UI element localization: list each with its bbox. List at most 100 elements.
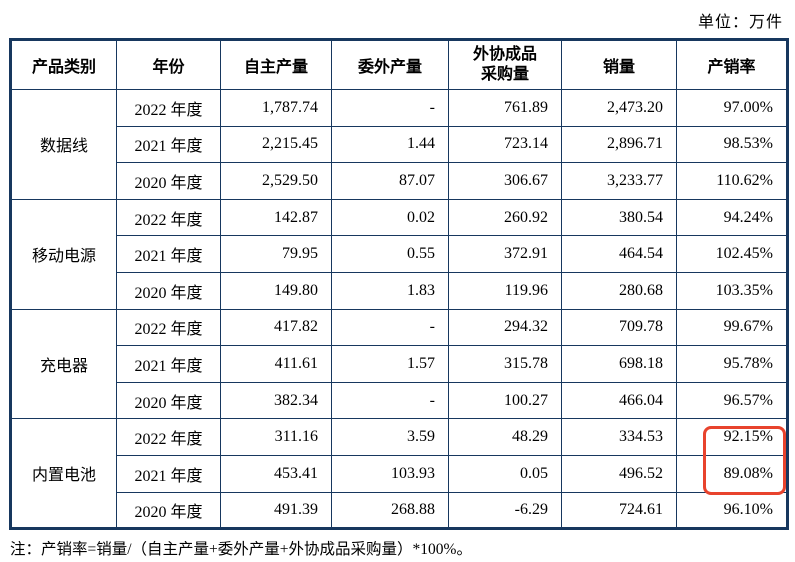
outsourced-purchase-cell: 372.91 <box>448 235 562 273</box>
category-cell: 移动电源 <box>10 198 117 310</box>
outsourced-production-cell: - <box>331 89 449 127</box>
footnote: 注：产销率=销量/（自主产量+委外产量+外协成品采购量）*100%。 <box>10 541 472 558</box>
outsourced-production-cell: 103.93 <box>331 454 449 493</box>
outsourced-purchase-cell: 761.89 <box>448 89 562 127</box>
self-production-cell: 1,787.74 <box>220 89 332 127</box>
outsourced-production-cell: 268.88 <box>331 491 449 530</box>
table-row: 2020 年度 2,529.50 87.07 306.67 3,233.77 1… <box>11 162 788 200</box>
year-cell: 2022 年度 <box>116 418 221 456</box>
year-cell: 2022 年度 <box>116 89 221 127</box>
outsourced-purchase-cell: 100.27 <box>448 381 562 420</box>
table-row: 数据线 2022 年度 1,787.74 - 761.89 2,473.20 9… <box>10 89 788 200</box>
year-cell: 2022 年度 <box>116 308 221 347</box>
ratio-cell: 94.24% <box>676 198 788 237</box>
outsourced-production-cell: 0.55 <box>331 235 449 273</box>
category-cell: 数据线 <box>10 89 117 200</box>
sales-cell: 466.04 <box>561 381 677 420</box>
unit-label: 单位：万件 <box>697 14 783 31</box>
table-row: 2021 年度 411.61 1.57 315.78 698.18 95.78% <box>11 345 788 383</box>
header-self-production: 自主产量 <box>220 39 332 90</box>
ratio-cell-highlighted: 89.08% <box>676 454 788 493</box>
self-production-cell: 142.87 <box>220 198 332 237</box>
outsourced-purchase-cell: 306.67 <box>448 162 562 200</box>
ratio-cell-highlighted: 92.15% <box>676 418 788 456</box>
category-cell: 充电器 <box>10 308 117 420</box>
self-production-cell: 149.80 <box>220 271 332 310</box>
outsourced-production-cell: 87.07 <box>331 162 449 200</box>
outsourced-purchase-cell: 294.32 <box>448 308 562 347</box>
outsourced-purchase-cell: 723.14 <box>448 125 562 164</box>
year-cell: 2020 年度 <box>116 381 221 420</box>
year-cell: 2021 年度 <box>116 125 221 164</box>
year-cell: 2020 年度 <box>116 162 221 200</box>
outsourced-purchase-cell: 119.96 <box>448 271 562 310</box>
self-production-cell: 79.95 <box>220 235 332 273</box>
header-product-category: 产品类别 <box>10 39 117 90</box>
table-row: 2021 年度 453.41 103.93 0.05 496.52 89.08% <box>11 454 788 493</box>
outsourced-production-cell: 1.44 <box>331 125 449 164</box>
table-row: 2021 年度 2,215.45 1.44 723.14 2,896.71 98… <box>11 125 788 164</box>
production-sales-table-wrap: 产品类别 年份 自主产量 委外产量 外协成品 采购量 销量 产销率 数据线 20… <box>9 38 789 531</box>
category-cell: 内置电池 <box>10 418 117 530</box>
table-row: 2020 年度 149.80 1.83 119.96 280.68 103.35… <box>11 271 788 310</box>
ratio-cell: 98.53% <box>676 125 788 164</box>
production-sales-table: 产品类别 年份 自主产量 委外产量 外协成品 采购量 销量 产销率 数据线 20… <box>9 38 789 531</box>
outsourced-production-cell: 3.59 <box>331 418 449 456</box>
year-cell: 2021 年度 <box>116 235 221 273</box>
header-year: 年份 <box>116 39 221 90</box>
header-ratio: 产销率 <box>676 39 788 90</box>
outsourced-purchase-cell: -6.29 <box>448 491 562 530</box>
self-production-cell: 491.39 <box>220 491 332 530</box>
header-outsourced-production: 委外产量 <box>331 39 449 90</box>
ratio-cell: 95.78% <box>676 345 788 383</box>
year-cell: 2021 年度 <box>116 345 221 383</box>
year-cell: 2022 年度 <box>116 198 221 237</box>
sales-cell: 709.78 <box>561 308 677 347</box>
outsourced-production-cell: - <box>331 308 449 347</box>
sales-cell: 496.52 <box>561 454 677 493</box>
outsourced-purchase-cell: 0.05 <box>448 454 562 493</box>
year-cell: 2020 年度 <box>116 271 221 310</box>
sales-cell: 3,233.77 <box>561 162 677 200</box>
outsourced-production-cell: - <box>331 381 449 420</box>
table-row: 2020 年度 382.34 - 100.27 466.04 96.57% <box>11 381 788 420</box>
ratio-cell: 102.45% <box>676 235 788 273</box>
outsourced-purchase-cell: 315.78 <box>448 345 562 383</box>
sales-cell: 2,473.20 <box>561 89 677 127</box>
self-production-cell: 2,529.50 <box>220 162 332 200</box>
sales-cell: 280.68 <box>561 271 677 310</box>
year-cell: 2021 年度 <box>116 454 221 493</box>
sales-cell: 698.18 <box>561 345 677 383</box>
self-production-cell: 453.41 <box>220 454 332 493</box>
outsourced-purchase-cell: 260.92 <box>448 198 562 237</box>
header-sales: 销量 <box>561 39 677 90</box>
header-outsourced-purchase: 外协成品 采购量 <box>448 39 562 90</box>
self-production-cell: 2,215.45 <box>220 125 332 164</box>
year-cell: 2020 年度 <box>116 491 221 530</box>
outsourced-production-cell: 0.02 <box>331 198 449 237</box>
sales-cell: 2,896.71 <box>561 125 677 164</box>
table-row: 2020 年度 491.39 268.88 -6.29 724.61 96.10… <box>11 491 788 530</box>
sales-cell: 464.54 <box>561 235 677 273</box>
outsourced-production-cell: 1.83 <box>331 271 449 310</box>
outsourced-purchase-cell: 48.29 <box>448 418 562 456</box>
ratio-cell: 97.00% <box>676 89 788 127</box>
table-row: 内置电池 2022 年度 311.16 3.59 48.29 334.53 92… <box>10 418 788 530</box>
header-row: 产品类别 年份 自主产量 委外产量 外协成品 采购量 销量 产销率 <box>10 39 788 90</box>
self-production-cell: 382.34 <box>220 381 332 420</box>
sales-cell: 380.54 <box>561 198 677 237</box>
outsourced-production-cell: 1.57 <box>331 345 449 383</box>
self-production-cell: 417.82 <box>220 308 332 347</box>
ratio-cell: 96.10% <box>676 491 788 530</box>
table-row: 充电器 2022 年度 417.82 - 294.32 709.78 99.67… <box>10 308 788 420</box>
sales-cell: 334.53 <box>561 418 677 456</box>
ratio-cell: 99.67% <box>676 308 788 347</box>
table-row: 移动电源 2022 年度 142.87 0.02 260.92 380.54 9… <box>10 198 788 310</box>
self-production-cell: 311.16 <box>220 418 332 456</box>
ratio-cell: 96.57% <box>676 381 788 420</box>
sales-cell: 724.61 <box>561 491 677 530</box>
table-row: 2021 年度 79.95 0.55 372.91 464.54 102.45% <box>11 235 788 273</box>
self-production-cell: 411.61 <box>220 345 332 383</box>
ratio-cell: 110.62% <box>676 162 788 200</box>
ratio-cell: 103.35% <box>676 271 788 310</box>
